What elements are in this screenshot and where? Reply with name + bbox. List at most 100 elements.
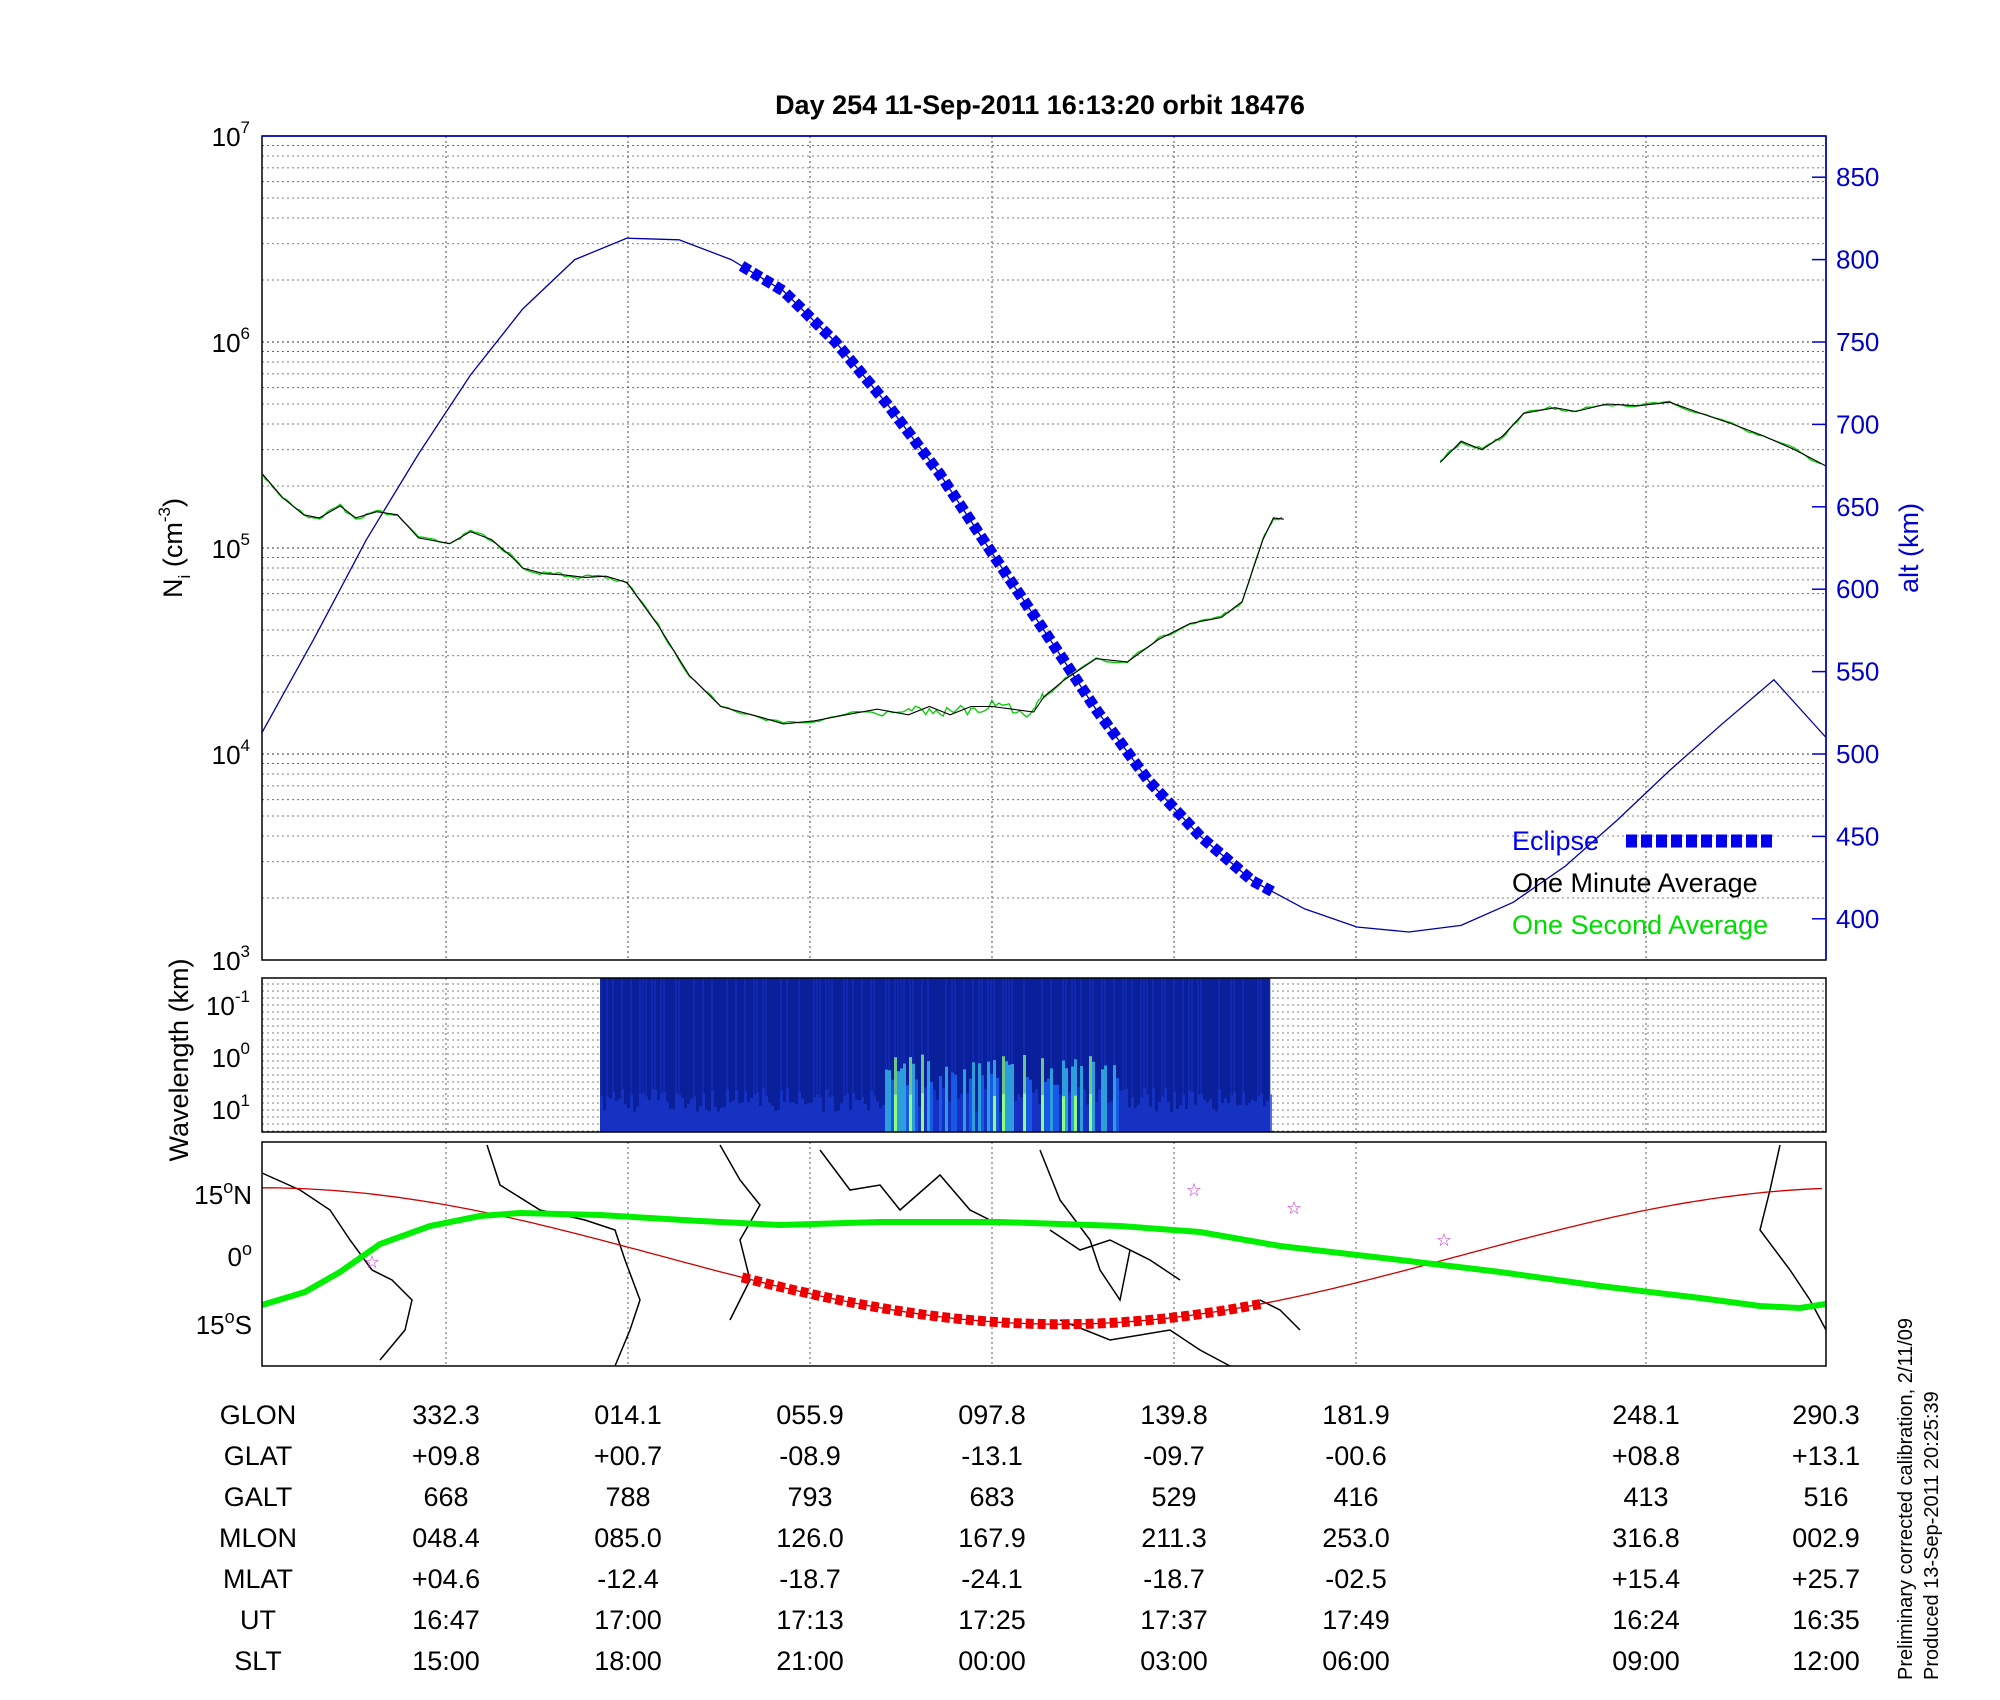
- spectrogram-axes-frame: [261, 977, 1827, 1133]
- spectrogram-column: [705, 1110, 708, 1132]
- table-cell: 09:00: [1612, 1646, 1680, 1676]
- spectrogram-column: [1077, 1086, 1080, 1132]
- spectrogram-column: [684, 1108, 687, 1132]
- one-second-average-line: [1439, 400, 1822, 465]
- spectrogram-streak: [654, 978, 656, 1090]
- altitude-tick-label: 450: [1836, 821, 1879, 851]
- spectrogram-streak: [780, 978, 782, 1091]
- spectrogram-y-tick-label: 100: [212, 1039, 250, 1073]
- table-cell: +13.1: [1792, 1441, 1860, 1471]
- spectrogram-column: [681, 1097, 684, 1132]
- spectrogram-streak: [675, 978, 677, 1093]
- table-cell: -09.7: [1143, 1441, 1205, 1471]
- spectrogram-column: [804, 1104, 807, 1132]
- spectrogram-column: [879, 1108, 882, 1132]
- spectrogram-column: [1155, 1111, 1158, 1132]
- spectrogram-column: [606, 1096, 609, 1132]
- spectrogram-column: [1188, 1090, 1191, 1132]
- spectrogram-column: [1149, 1106, 1152, 1132]
- spectrogram-streak: [642, 978, 644, 1094]
- spectrogram-streak: [660, 978, 662, 1094]
- spectrogram-column: [669, 1108, 672, 1132]
- table-row-label: GALT: [224, 1482, 293, 1512]
- coastline: [486, 1144, 641, 1367]
- table-cell: -24.1: [961, 1564, 1023, 1594]
- table-cell: 316.8: [1612, 1523, 1680, 1553]
- density-y-ticks: 103 104 105 106 107: [212, 118, 250, 976]
- spectrogram-y-label: Wavelength (km): [164, 958, 194, 1161]
- spectrogram-column: [657, 1100, 660, 1132]
- spectrogram-column: [645, 1096, 648, 1132]
- spectrogram-column: [927, 1061, 930, 1132]
- eclipse-line: [738, 261, 1277, 897]
- spectrogram-column: [672, 1109, 675, 1132]
- spectrogram-streak: [735, 978, 737, 1090]
- coastline: [1259, 1299, 1301, 1331]
- spectrogram-streak: [873, 978, 875, 1096]
- spectrogram-streak: [852, 978, 854, 1093]
- spectrogram-column: [675, 1092, 678, 1132]
- table-cell: 17:00: [594, 1605, 662, 1635]
- spectrogram-column: [894, 1057, 897, 1132]
- spectrogram-column: [936, 1100, 939, 1132]
- spectrogram-column: [1020, 1097, 1023, 1132]
- spectrogram-column: [966, 1093, 969, 1132]
- table-cell: 668: [423, 1482, 468, 1512]
- spectrogram-column: [915, 1079, 918, 1132]
- altitude-line: [261, 237, 1827, 933]
- spectrogram-column: [984, 1088, 987, 1132]
- altitude-tick-label: 750: [1836, 327, 1879, 357]
- spectrogram-streak: [951, 978, 953, 1073]
- table-cell: 17:49: [1322, 1605, 1390, 1635]
- spectrogram-column: [723, 1107, 726, 1132]
- spectrogram-column: [1131, 1097, 1134, 1132]
- table-cell: 014.1: [594, 1400, 662, 1430]
- spectrogram-column: [603, 1110, 606, 1132]
- spectrogram-peak: [1062, 1096, 1065, 1132]
- spectrogram-column: [738, 1103, 741, 1132]
- map-y-tick-label: 15oS: [196, 1307, 252, 1340]
- spectrogram-streak: [711, 978, 713, 1091]
- spectrogram-column: [1044, 1081, 1047, 1132]
- spectrogram-column: [1170, 1111, 1173, 1132]
- spectrogram-column: [801, 1098, 804, 1132]
- spectrogram-column: [1119, 1090, 1122, 1132]
- spectrogram-column: [1233, 1091, 1236, 1132]
- spectrogram-column: [825, 1089, 828, 1132]
- spectrogram-streak: [1257, 978, 1259, 1097]
- spectrogram-column: [822, 1111, 825, 1132]
- table-cell: 16:47: [412, 1605, 480, 1635]
- spectrogram-column: [1107, 1102, 1110, 1132]
- spectrogram-column: [1212, 1109, 1215, 1132]
- spectrogram-streak: [945, 978, 947, 1067]
- spectrogram-column: [1143, 1088, 1146, 1132]
- spectrogram-streak: [1050, 978, 1052, 1069]
- spectrogram-column: [1083, 1089, 1086, 1132]
- spectrogram-column: [1218, 1089, 1221, 1132]
- coastline: [719, 1144, 761, 1321]
- spectrogram-column: [735, 1089, 738, 1132]
- spectrogram-streak: [987, 978, 989, 1062]
- spectrogram-streak: [954, 978, 956, 1075]
- spectrogram-column: [1104, 1065, 1107, 1132]
- spectrogram-column: [1110, 1101, 1113, 1132]
- spectrogram-column: [846, 1093, 849, 1132]
- spectrogram-column: [720, 1107, 723, 1132]
- density-panel: 103 104 105 106 107 400 450 500 550 600 650 700 750…: [155, 118, 1924, 976]
- altitude-tick-label: 600: [1836, 574, 1879, 604]
- spectrogram-column: [807, 1103, 810, 1132]
- spectrogram-column: [1182, 1094, 1185, 1132]
- spectrogram-column: [1221, 1103, 1224, 1132]
- spectrogram-streak: [1062, 978, 1064, 1061]
- table-cell: 097.8: [958, 1400, 1026, 1430]
- magnetic-equator-line: [261, 1209, 1827, 1312]
- spectrogram-streak: [798, 978, 800, 1092]
- spectrogram-column: [957, 1098, 960, 1132]
- spectrogram-column: [891, 1079, 894, 1132]
- spectrogram-streak: [645, 978, 647, 1097]
- table-cell: 06:00: [1322, 1646, 1390, 1676]
- spectrogram-streak: [1104, 978, 1106, 1066]
- spectrogram-column: [1080, 1065, 1083, 1132]
- spectrogram-streak: [813, 978, 815, 1098]
- spectrogram-streak: [888, 978, 890, 1071]
